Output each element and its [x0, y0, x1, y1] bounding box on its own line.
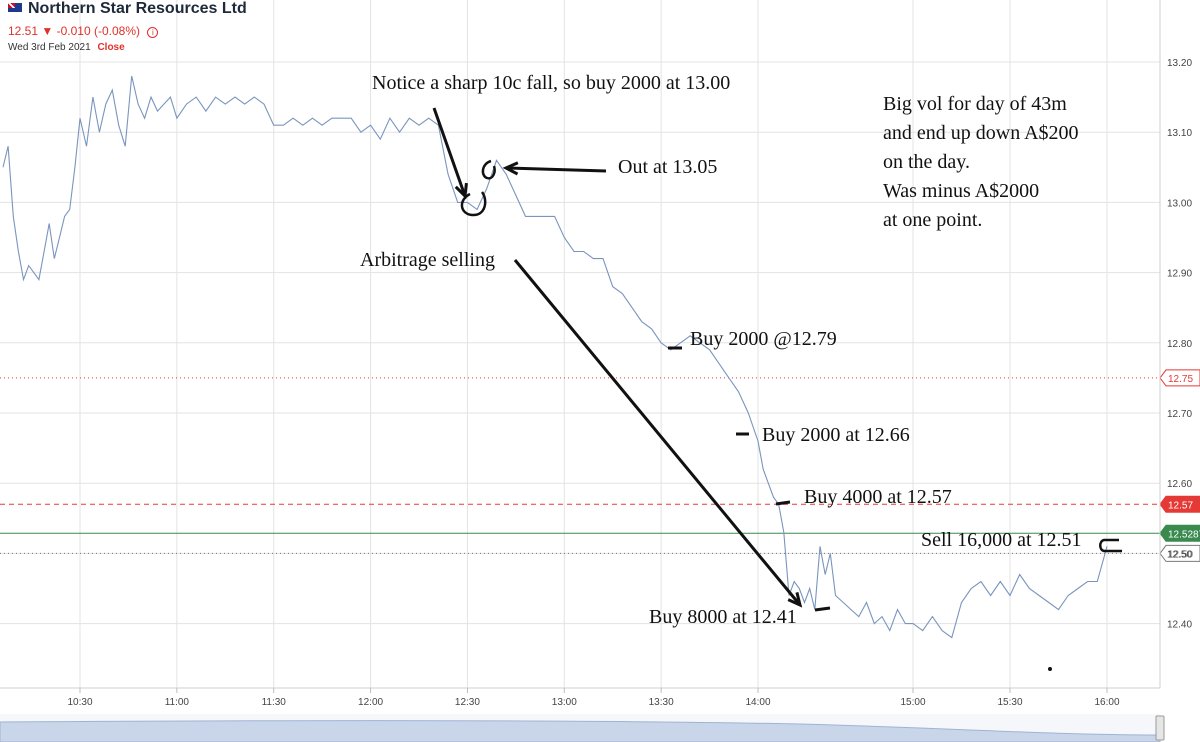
sell-bracket-mark	[1099, 538, 1122, 553]
buy-circle-mark	[460, 191, 487, 217]
price-series	[2, 75, 1108, 639]
arbitrage-arrow-shaft	[513, 259, 802, 606]
price-tag: 12.50	[1159, 544, 1200, 562]
out-arrow-shaft	[505, 166, 607, 173]
trade-date: Wed 3rd Feb 2021	[8, 42, 91, 53]
price-line	[2, 75, 1108, 639]
y-tick-label: 12.50	[1167, 549, 1192, 560]
price-tag-label: 12.57	[1168, 500, 1193, 511]
annotation-label: Sell 16,000 at 12.51	[921, 529, 1082, 551]
company-name: Northern Star Resources Ltd	[28, 0, 247, 17]
annotation-label: Notice a sharp 10c fall, so buy 2000 at …	[372, 72, 730, 94]
note-line: and end up down A$200	[883, 122, 1079, 144]
price-tag-box	[1159, 544, 1200, 562]
last-price: 12.51	[8, 24, 39, 38]
date-row: Wed 3rd Feb 2021 Close	[8, 42, 125, 53]
annotation-label: Buy 2000 at 12.66	[762, 424, 910, 446]
x-tick-label: 15:30	[997, 697, 1022, 708]
x-tick-label: 10:30	[67, 697, 92, 708]
out-circle-mark	[481, 159, 496, 180]
y-tick-label: 12.70	[1167, 409, 1192, 420]
navigator-area	[0, 720, 1161, 742]
annotation-label: Buy 4000 at 12.57	[804, 486, 952, 508]
annotation-label: Arbitrage selling	[360, 249, 495, 271]
info-icon[interactable]: i	[147, 27, 159, 38]
buy-arrow-shaft	[432, 107, 467, 197]
x-tick-label: 14:00	[745, 697, 770, 708]
price-tag: 12.75	[1159, 369, 1200, 387]
trade-tick-mark	[814, 606, 831, 612]
down-arrow-icon: ▼	[41, 24, 54, 38]
note-line: on the day.	[883, 151, 970, 173]
y-tick-label: 12.80	[1167, 339, 1192, 350]
company-title: Northern Star Resources Ltd	[8, 0, 247, 18]
price-tag-label: 12.75	[1168, 374, 1193, 385]
volume-navigator[interactable]	[0, 714, 1165, 742]
chart-grid	[0, 0, 1160, 688]
stray-dot	[1048, 667, 1052, 671]
arbitrage-arrow-head	[787, 592, 803, 608]
price-tag: 12.5287	[1159, 524, 1200, 542]
out-arrow-head	[502, 161, 519, 176]
y-tick-label: 12.40	[1167, 620, 1192, 631]
price-change: -0.010 (-0.08%)	[56, 24, 140, 38]
chart-annotations: Notice a sharp 10c fall, so buy 2000 at …	[360, 72, 1082, 628]
x-tick-label: 11:00	[165, 697, 190, 708]
buy-arrow	[432, 107, 468, 200]
x-tick-label: 13:00	[552, 697, 577, 708]
price-row: 12.51 ▼ -0.010 (-0.08%) i	[8, 24, 159, 38]
reference-lines: 12.75 12.57 12.5287 12.50	[0, 369, 1200, 562]
note-line: Was minus A$2000	[883, 180, 1039, 202]
note-line: at one point.	[883, 209, 982, 231]
price-tag-label: 12.50	[1168, 549, 1193, 560]
annotation-label: Out at 13.05	[618, 156, 717, 178]
price-tag: 12.57	[1159, 495, 1200, 513]
note-line: Big vol for day of 43m	[883, 93, 1067, 115]
y-tick-label: 13.00	[1167, 198, 1192, 209]
y-tick-label: 12.60	[1167, 479, 1192, 490]
y-tick-label: 12.90	[1167, 269, 1192, 280]
x-tick-label: 12:30	[455, 697, 480, 708]
x-tick-label: 16:00	[1094, 697, 1119, 708]
annotation-label: Buy 2000 @12.79	[690, 328, 837, 350]
trade-tick-mark	[775, 500, 791, 506]
market-status: Close	[97, 42, 125, 53]
x-tick-label: 13:30	[649, 697, 674, 708]
arbitrage-arrow	[513, 259, 803, 608]
price-tag-label: 12.5287	[1168, 529, 1200, 540]
out-arrow	[502, 161, 607, 176]
hand-drawn-marks	[432, 107, 1122, 671]
price-tag-box	[1159, 369, 1200, 387]
y-tick-label: 13.10	[1167, 128, 1192, 139]
x-tick-label: 12:00	[358, 697, 383, 708]
australia-flag-icon	[8, 3, 22, 12]
chart-axes: 13.20 13.10 13.00 12.90 12.80 12.70 12.60 12.50…	[0, 0, 1192, 708]
navigator-handle	[1155, 715, 1165, 741]
price-tag-box	[1159, 524, 1200, 542]
annotation-label: Buy 8000 at 12.41	[649, 606, 797, 628]
price-tag-box	[1159, 495, 1200, 513]
x-tick-label: 11:30	[262, 697, 287, 708]
x-tick-label: 15:00	[900, 697, 925, 708]
y-tick-label: 13.20	[1167, 58, 1192, 69]
